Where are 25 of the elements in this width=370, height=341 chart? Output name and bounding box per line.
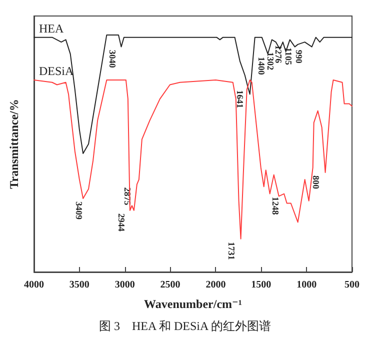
annotation: 1400 <box>256 56 267 76</box>
x-tick-label: 2000 <box>206 280 226 290</box>
annotation: 990 <box>294 50 304 64</box>
annotation: 3409 <box>74 202 84 220</box>
annotation: 1302 <box>266 52 276 71</box>
series-label: HEA <box>39 21 64 36</box>
x-tick-label: 500 <box>344 280 360 290</box>
annotation: 1641 <box>234 90 245 109</box>
annotation: 3040 <box>108 50 118 68</box>
annotation: 1248 <box>270 196 281 216</box>
annotation: 1276 <box>274 45 284 64</box>
x-tick-label: 1000 <box>296 280 317 290</box>
x-tick-label: 2500 <box>160 280 180 290</box>
series-label: DESiA <box>39 64 74 78</box>
x-tick-label: 3000 <box>114 280 135 290</box>
annotation: 1105 <box>284 47 294 66</box>
x-axis-title: Wavenumber/cm⁻¹ <box>144 297 242 311</box>
annotation: 800 <box>311 175 322 190</box>
y-axis-title: Transmittance/% <box>7 99 21 189</box>
x-tick-label: 3500 <box>69 280 90 290</box>
annotation: 2944 <box>116 213 126 232</box>
text: 图 3 HEA 和 DESiA 的红外图谱 <box>98 319 272 333</box>
x-tick-label: 4000 <box>24 280 44 290</box>
x-tick-label: 1500 <box>251 280 272 290</box>
annotation: 1731 <box>226 242 237 260</box>
